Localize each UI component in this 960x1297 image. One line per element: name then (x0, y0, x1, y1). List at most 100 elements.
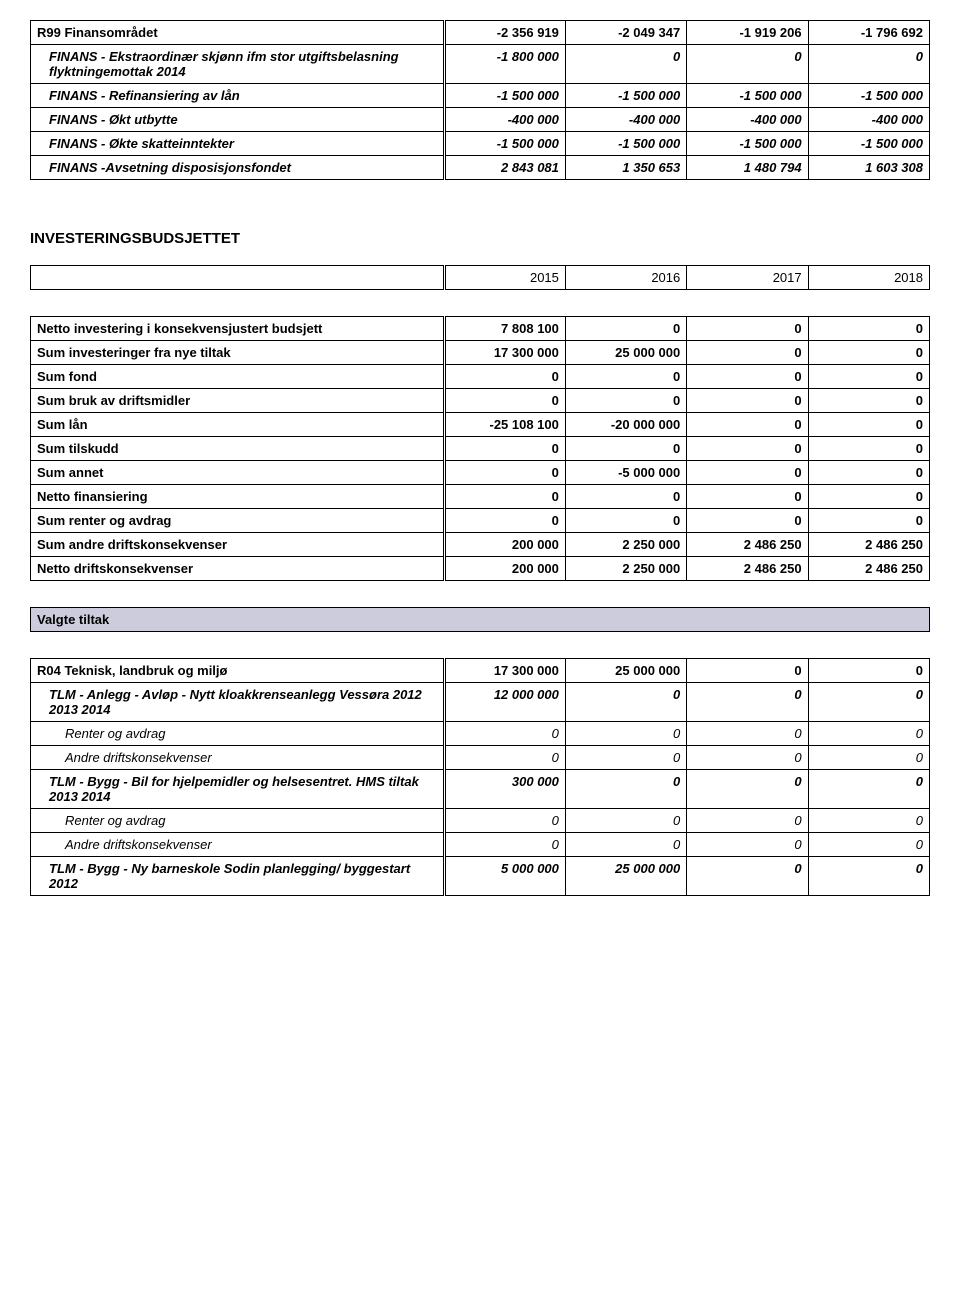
table-row: Renter og avdrag0000 (31, 809, 930, 833)
table-row: Andre driftskonsekvenser0000 (31, 746, 930, 770)
row-value: 0 (808, 437, 929, 461)
row-value: 0 (808, 341, 929, 365)
table-row: Netto finansiering0000 (31, 485, 930, 509)
table-row: TLM - Bygg - Ny barneskole Sodin planleg… (31, 857, 930, 896)
row-label: TLM - Bygg - Bil for hjelpemidler og hel… (31, 770, 445, 809)
row-value: 0 (687, 509, 808, 533)
row-label: Sum andre driftskonsekvenser (31, 533, 445, 557)
table-row: Netto driftskonsekvenser200 0002 250 000… (31, 557, 930, 581)
row-value: 0 (444, 365, 565, 389)
row-value: -5 000 000 (565, 461, 686, 485)
row-value: 0 (808, 659, 929, 683)
table-row: R04 Teknisk, landbruk og miljø17 300 000… (31, 659, 930, 683)
table-row: TLM - Bygg - Bil for hjelpemidler og hel… (31, 770, 930, 809)
row-value: 0 (808, 722, 929, 746)
row-value: 0 (808, 485, 929, 509)
row-value: 0 (687, 746, 808, 770)
row-value: -1 500 000 (565, 84, 686, 108)
table-row: Sum lån-25 108 100-20 000 00000 (31, 413, 930, 437)
row-value: 0 (687, 413, 808, 437)
table-row: FINANS - Økt utbytte-400 000-400 000-400… (31, 108, 930, 132)
table-row: R99 Finansområdet-2 356 919-2 049 347-1 … (31, 21, 930, 45)
row-value: 0 (687, 389, 808, 413)
row-value: 1 480 794 (687, 156, 808, 180)
years-row: 2015 2016 2017 2018 (31, 266, 930, 290)
row-value: -1 500 000 (808, 132, 929, 156)
row-value: 0 (808, 683, 929, 722)
row-value: 0 (808, 365, 929, 389)
row-value: 0 (565, 45, 686, 84)
row-value: -1 800 000 (444, 45, 565, 84)
row-value: 2 486 250 (808, 557, 929, 581)
row-value: -400 000 (444, 108, 565, 132)
row-value: 25 000 000 (565, 857, 686, 896)
row-value: 0 (565, 683, 686, 722)
row-value: -1 500 000 (444, 84, 565, 108)
row-label: FINANS - Økt utbytte (31, 108, 445, 132)
row-label: Sum renter og avdrag (31, 509, 445, 533)
row-label: R99 Finansområdet (31, 21, 445, 45)
valgte-tiltak-header: Valgte tiltak (30, 607, 930, 632)
row-value: 0 (565, 509, 686, 533)
row-value: 2 250 000 (565, 533, 686, 557)
row-label: Sum lån (31, 413, 445, 437)
table-row: Sum andre driftskonsekvenser200 0002 250… (31, 533, 930, 557)
row-value: 0 (808, 45, 929, 84)
row-value: 25 000 000 (565, 659, 686, 683)
row-value: 0 (687, 45, 808, 84)
row-value: 0 (808, 809, 929, 833)
table-row: FINANS - Refinansiering av lån-1 500 000… (31, 84, 930, 108)
row-value: 0 (687, 317, 808, 341)
row-value: 0 (808, 413, 929, 437)
row-value: 0 (444, 809, 565, 833)
row-label: Sum fond (31, 365, 445, 389)
row-value: -20 000 000 (565, 413, 686, 437)
row-value: 0 (565, 389, 686, 413)
row-value: 0 (565, 746, 686, 770)
row-value: 0 (808, 461, 929, 485)
row-value: 0 (687, 770, 808, 809)
row-value: 0 (808, 746, 929, 770)
row-value: 25 000 000 (565, 341, 686, 365)
row-value: 0 (444, 722, 565, 746)
row-label: TLM - Anlegg - Avløp - Nytt kloakkrensea… (31, 683, 445, 722)
row-value: 0 (687, 857, 808, 896)
year-col: 2015 (444, 266, 565, 290)
years-header-table: 2015 2016 2017 2018 (30, 265, 930, 290)
row-value: 0 (687, 659, 808, 683)
row-value: 0 (808, 857, 929, 896)
row-value: 0 (808, 389, 929, 413)
row-value: -1 500 000 (687, 84, 808, 108)
row-value: 0 (687, 809, 808, 833)
table-row: FINANS - Økte skatteinntekter-1 500 000-… (31, 132, 930, 156)
row-value: 0 (687, 683, 808, 722)
row-value: -25 108 100 (444, 413, 565, 437)
row-value: 12 000 000 (444, 683, 565, 722)
investment-summary-table: Netto investering i konsekvensjustert bu… (30, 316, 930, 581)
row-value: 200 000 (444, 557, 565, 581)
row-value: 0 (444, 389, 565, 413)
row-value: 0 (565, 770, 686, 809)
table-row: Sum annet0-5 000 00000 (31, 461, 930, 485)
row-value: 0 (565, 722, 686, 746)
row-label: Andre driftskonsekvenser (31, 833, 445, 857)
row-label: Netto driftskonsekvenser (31, 557, 445, 581)
row-value: 0 (808, 317, 929, 341)
row-value: -1 500 000 (808, 84, 929, 108)
row-label: Sum tilskudd (31, 437, 445, 461)
row-value: 0 (808, 833, 929, 857)
year-col: 2018 (808, 266, 929, 290)
row-value: 0 (565, 809, 686, 833)
year-col: 2016 (565, 266, 686, 290)
row-value: -1 500 000 (444, 132, 565, 156)
row-label: Sum annet (31, 461, 445, 485)
row-label: Sum investeringer fra nye tiltak (31, 341, 445, 365)
row-value: 0 (444, 461, 565, 485)
row-value: 300 000 (444, 770, 565, 809)
section-heading: INVESTERINGSBUDSJETTET (30, 230, 930, 247)
row-value: -1 500 000 (687, 132, 808, 156)
row-label: Andre driftskonsekvenser (31, 746, 445, 770)
row-value: -400 000 (808, 108, 929, 132)
row-value: -2 049 347 (565, 21, 686, 45)
row-value: 17 300 000 (444, 341, 565, 365)
